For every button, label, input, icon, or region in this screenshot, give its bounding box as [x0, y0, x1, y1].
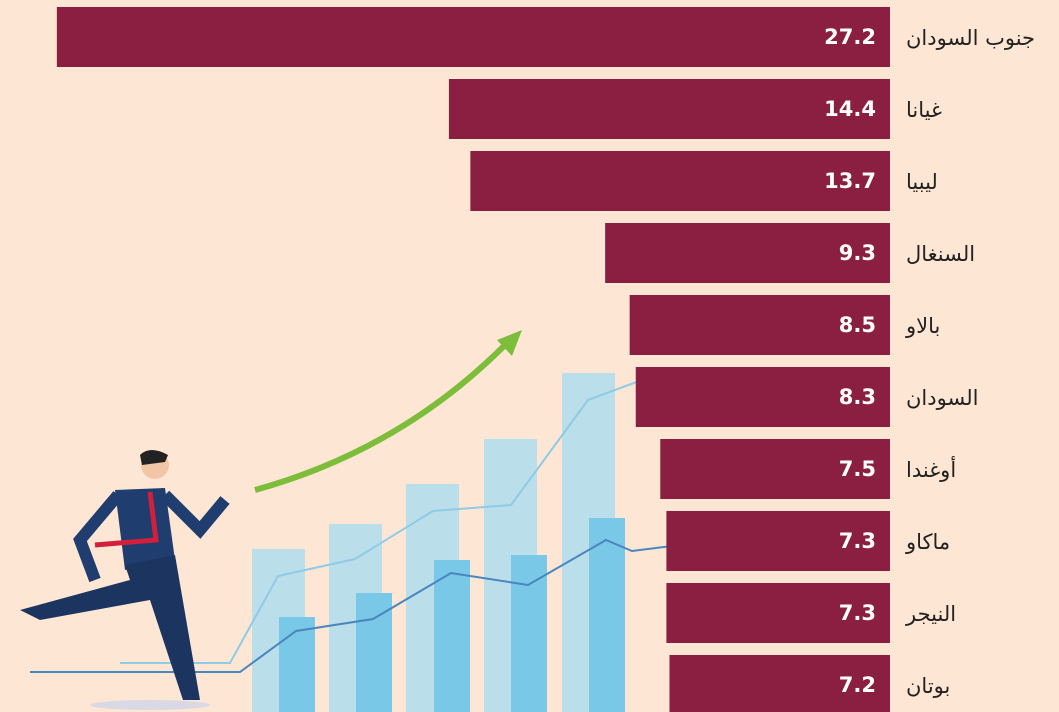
category-label: النيجر: [905, 602, 956, 626]
value-label: 9.3: [839, 241, 876, 265]
value-label: 14.4: [824, 97, 876, 121]
category-label: ليبيا: [906, 170, 938, 194]
bar: [666, 511, 890, 571]
category-label: السودان: [906, 386, 978, 410]
value-label: 27.2: [824, 25, 876, 49]
bar: [660, 439, 890, 499]
category-label: بالاو: [905, 314, 940, 338]
bar: [669, 655, 890, 712]
bar: [448, 79, 890, 139]
bar: [56, 7, 890, 67]
category-label: السنغال: [906, 242, 975, 266]
category-label: ماكاو: [905, 530, 950, 554]
value-label: 8.3: [839, 385, 876, 409]
bar: [635, 367, 890, 427]
value-label: 7.2: [839, 673, 876, 697]
value-label: 7.3: [839, 601, 876, 625]
value-label: 7.5: [839, 457, 876, 481]
illustration: [20, 330, 681, 712]
category-label: غيانا: [906, 98, 942, 122]
bar: [470, 151, 890, 211]
value-label: 13.7: [824, 169, 876, 193]
bar: [605, 223, 890, 283]
value-label: 8.5: [839, 313, 876, 337]
bar: [666, 583, 890, 643]
category-label: جنوب السودان: [906, 26, 1035, 50]
bar: [629, 295, 890, 355]
value-label: 7.3: [839, 529, 876, 553]
bars: 27.2 جنوب السودان 14.4 غيانا 13.7 ليبيا 9.3 الس…: [56, 7, 1035, 712]
category-label: أوغندا: [906, 456, 956, 482]
category-label: بوتان: [906, 674, 950, 698]
